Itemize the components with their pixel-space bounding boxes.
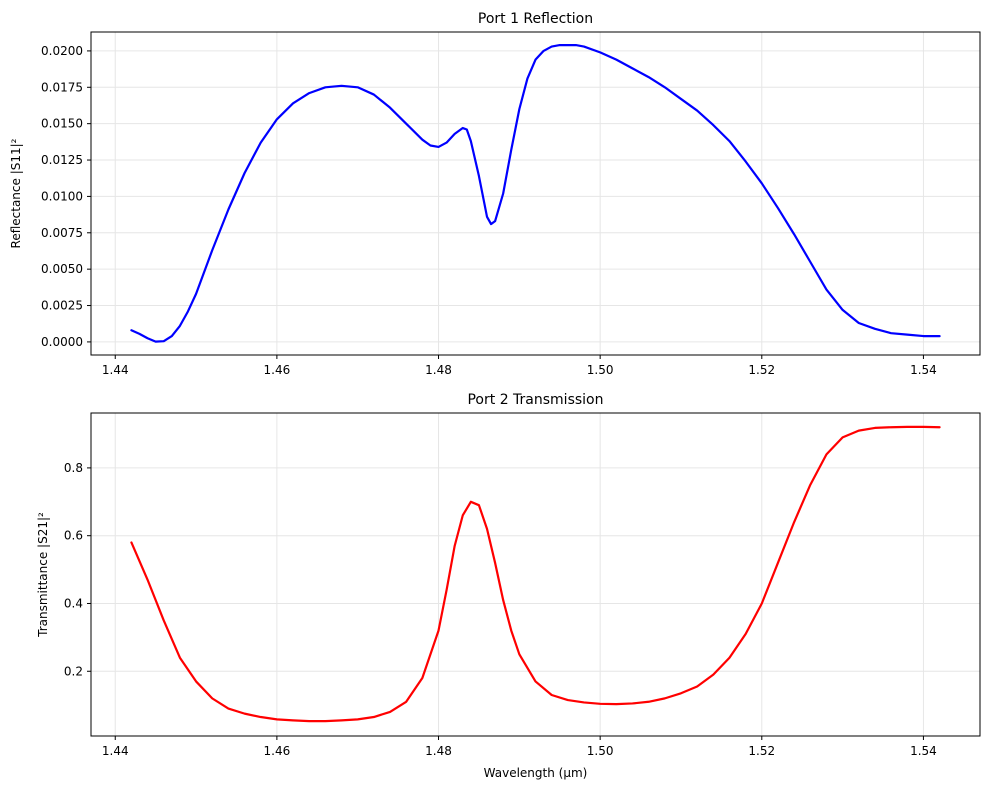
transmission-ylabel: Transmittance |S21|² — [36, 512, 50, 638]
transmission-grid — [91, 413, 980, 736]
reflection-title: Port 1 Reflection — [478, 11, 593, 27]
transmission-xtick-label: 1.44 — [102, 744, 129, 758]
transmission-xtick-label: 1.46 — [264, 744, 291, 758]
transmission-series — [130, 425, 941, 723]
transmission-ticks: 1.44 1.46 1.48 1.50 1.52 1.54 0.2 0.4 0.6 0.8 — [64, 461, 937, 758]
reflection-plot-frame — [90, 31, 981, 356]
transmission-ytick-label: 0.8 — [64, 461, 83, 475]
transmission-ytick-label: 0.6 — [64, 529, 83, 543]
transmission-series-line — [130, 425, 941, 723]
transmission-plot-frame — [90, 412, 981, 737]
reflection-xtick-label: 1.52 — [748, 363, 775, 377]
transmission-chart: 1.44 1.46 1.48 1.50 1.52 1.54 0.2 0.4 0.6 0.8 Por… — [36, 392, 981, 780]
reflection-xtick-label: 1.54 — [910, 363, 937, 377]
reflection-ytick-label: 0.0050 — [41, 262, 83, 276]
reflection-chart: 1.44 1.46 1.48 1.50 1.52 1.54 0.0000 0.0025 0.00… — [9, 11, 981, 377]
reflection-xtick-label: 1.46 — [264, 363, 291, 377]
transmission-xtick-label: 1.50 — [587, 744, 614, 758]
transmission-xtick-label: 1.48 — [425, 744, 452, 758]
transmission-xlabel: Wavelength (μm) — [484, 766, 588, 780]
reflection-ylabel: Reflectance |S11|² — [9, 138, 23, 248]
transmission-ytick-label: 0.4 — [64, 596, 83, 610]
reflection-ticks: 1.44 1.46 1.48 1.50 1.52 1.54 0.0000 0.0025 0.00… — [41, 44, 937, 377]
reflection-ytick-label: 0.0200 — [41, 44, 83, 58]
reflection-xtick-label: 1.50 — [587, 363, 614, 377]
transmission-title: Port 2 Transmission — [467, 392, 603, 408]
transmission-xtick-label: 1.52 — [748, 744, 775, 758]
reflection-ytick-label: 0.0150 — [41, 117, 83, 131]
transmission-xtick-label: 1.54 — [910, 744, 937, 758]
reflection-ytick-label: 0.0000 — [41, 335, 83, 349]
reflection-ytick-label: 0.0100 — [41, 189, 83, 203]
reflection-xtick-label: 1.48 — [425, 363, 452, 377]
reflection-ytick-label: 0.0075 — [41, 226, 83, 240]
reflection-grid — [91, 32, 980, 355]
reflection-ytick-label: 0.0025 — [41, 299, 83, 313]
transmission-ytick-label: 0.2 — [64, 664, 83, 678]
reflection-ytick-label: 0.0125 — [41, 153, 83, 167]
reflection-series — [130, 43, 941, 343]
reflection-series-line — [130, 43, 941, 343]
reflection-xtick-label: 1.44 — [102, 363, 129, 377]
reflection-ytick-label: 0.0175 — [41, 80, 83, 94]
